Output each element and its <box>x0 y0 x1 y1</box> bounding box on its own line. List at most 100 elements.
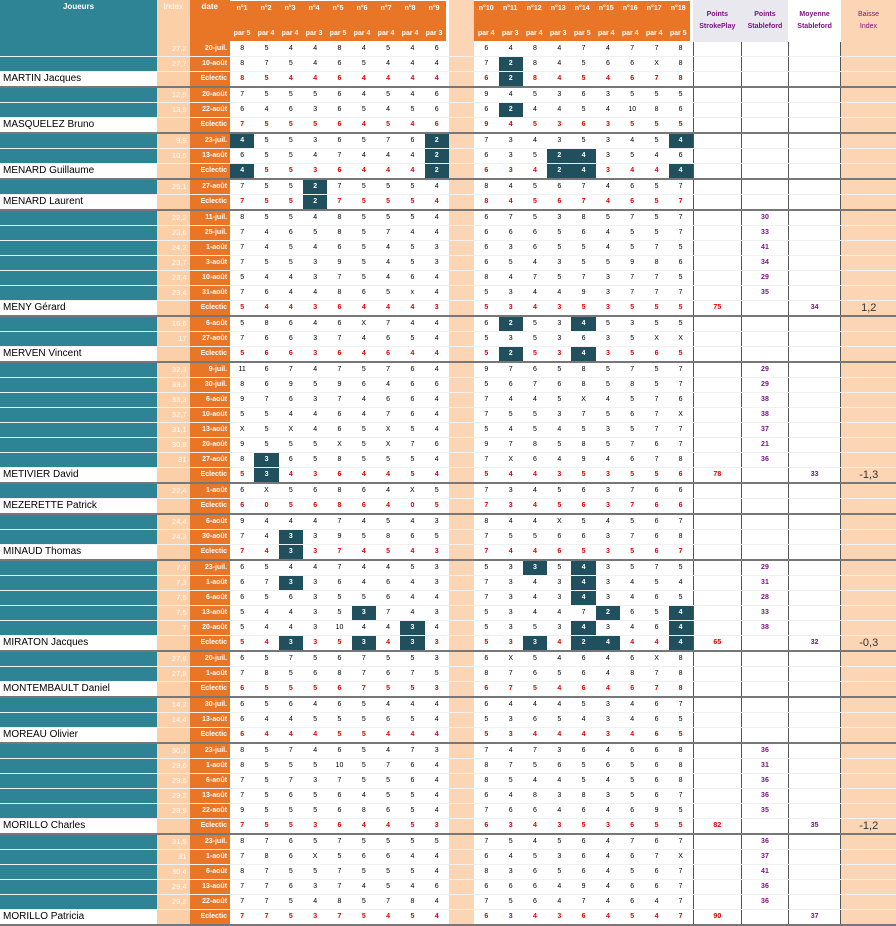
header-row: Joueurs Index date n°1 par 5 n°2 par 4 n°3 pa… <box>0 0 896 42</box>
hole-score: 3 <box>547 407 572 423</box>
player-name: MORILLO Charles <box>0 818 158 835</box>
hole-score: 7 <box>474 498 499 515</box>
hole-score: 8 <box>474 179 499 195</box>
eclectic-row: MENY Gérard Eclectic 5 4 4 3 6 4 4 4 3 5 3 4 3 5 3 5 5 5 75 3… <box>0 300 896 317</box>
hole-score: 3 <box>424 605 449 621</box>
hole-score: 6 <box>278 697 303 713</box>
hole-score: 6 <box>230 697 255 713</box>
hole-score: 4 <box>278 300 303 317</box>
hole-score: 3 <box>547 909 572 926</box>
hole-number: n°1 <box>236 5 248 12</box>
hole-score: 4 <box>547 651 572 667</box>
hole-score: 7 <box>375 407 401 423</box>
hole-score: 5 <box>547 666 572 682</box>
hole-score: 7 <box>474 544 499 561</box>
hole-par: par 3 <box>549 30 567 37</box>
hole-score: 4 <box>498 194 523 211</box>
points-strokeplay <box>692 879 743 895</box>
index-cell: 7,5 <box>157 590 190 606</box>
hole-score: 5 <box>620 422 645 438</box>
baisse-index <box>840 437 896 453</box>
score-row: 24,2 1-août 7 4 5 4 6 5 4 5 3 6 3 6 5 5 4 5 7 5 41 <box>0 240 896 256</box>
hole-score: 4 <box>595 681 621 698</box>
hole-score: 7 <box>351 651 376 667</box>
hole-score: 4 <box>424 331 449 347</box>
hole-score: 5 <box>351 362 376 378</box>
hole-score: 6 <box>620 605 645 621</box>
points-stableford <box>741 818 789 835</box>
points-strokeplay <box>692 712 743 728</box>
hole-score: 5 <box>522 620 548 636</box>
player-name-cell <box>0 225 158 241</box>
player-name-cell <box>0 377 158 393</box>
hole-header: n°1 par 5 <box>230 1 255 41</box>
hole-score: 6 <box>644 773 669 789</box>
hole-score: 6 <box>230 560 255 576</box>
hole-score: 6 <box>644 712 669 728</box>
player-name-cell <box>0 42 158 57</box>
hole-score: 4 <box>351 148 376 164</box>
hole-score: 4 <box>424 909 449 926</box>
points-strokeplay <box>692 498 743 515</box>
hole-score: 7 <box>474 894 499 910</box>
hole-score: 5 <box>302 788 328 804</box>
baisse-index <box>840 240 896 256</box>
hole-score: 10 <box>620 102 645 118</box>
hole-score: 7 <box>375 605 401 621</box>
hole-score: 3 <box>595 346 621 363</box>
points-stableford <box>741 163 789 180</box>
hole-score: 5 <box>400 422 425 438</box>
hole-score: 3 <box>302 331 328 347</box>
hole-score: 7 <box>254 392 279 408</box>
score-row: 27,7 10-août 8 7 5 4 6 5 4 4 4 7 2 8 4 5 6 6 X 8 <box>0 56 896 72</box>
hole-score: 4 <box>254 544 279 561</box>
date-cell: 27-août <box>189 452 231 468</box>
hole-score: 5 <box>668 727 693 744</box>
hole-score: 4 <box>595 666 621 682</box>
hole-score: 6 <box>327 163 352 180</box>
hole-score: 6 <box>327 818 352 835</box>
player-name-cell <box>0 560 158 576</box>
hole-score: 5 <box>522 210 548 226</box>
hole-score: 5 <box>375 681 401 698</box>
hole-score: 5 <box>400 331 425 347</box>
hole-score: 5 <box>351 270 376 286</box>
hole-score: 7 <box>644 452 669 468</box>
hole-score: 5 <box>547 240 572 256</box>
hole-score: 4 <box>547 102 572 118</box>
points-stableford: 38 <box>741 620 789 636</box>
hole-score: 6 <box>498 225 523 241</box>
hole-score: 5 <box>375 834 401 850</box>
hole-score: 3 <box>547 300 572 317</box>
spacer-cell <box>448 590 475 606</box>
hole-score: 6 <box>522 879 548 895</box>
hole-score: 4 <box>400 300 425 317</box>
hole-score: 4 <box>302 210 328 226</box>
hole-score: 5 <box>620 300 645 317</box>
player-name-cell <box>0 803 158 819</box>
moyenne-stableford <box>787 560 842 576</box>
date-cell: 25-juil. <box>189 225 231 241</box>
eclectic-label: Eclectic <box>189 635 231 652</box>
hole-score: 5 <box>424 834 449 850</box>
col-moyenne-stableford: Moyenne Stableford <box>788 0 841 42</box>
hole-score: 4 <box>522 102 548 118</box>
hole-score: 5 <box>375 194 401 211</box>
hole-score: 3 <box>424 575 449 591</box>
hole-score: 3 <box>595 117 621 134</box>
hole-score: 7 <box>327 194 352 211</box>
hole-score: 6 <box>474 651 499 667</box>
hole-score: 9 <box>474 87 499 103</box>
hole-score: 6 <box>547 758 572 774</box>
points-stableford <box>741 316 789 332</box>
hole-score: 4 <box>351 467 376 484</box>
hole-score: 8 <box>668 452 693 468</box>
hole-score: 6 <box>254 346 279 363</box>
index-cell <box>157 681 190 698</box>
hole-score: X <box>375 437 401 453</box>
hole-score: 8 <box>327 210 352 226</box>
hole-score: 6 <box>327 575 352 591</box>
hole-score: 5 <box>620 788 645 804</box>
hole-score: 7 <box>571 194 596 211</box>
moyenne-stableford <box>787 712 842 728</box>
